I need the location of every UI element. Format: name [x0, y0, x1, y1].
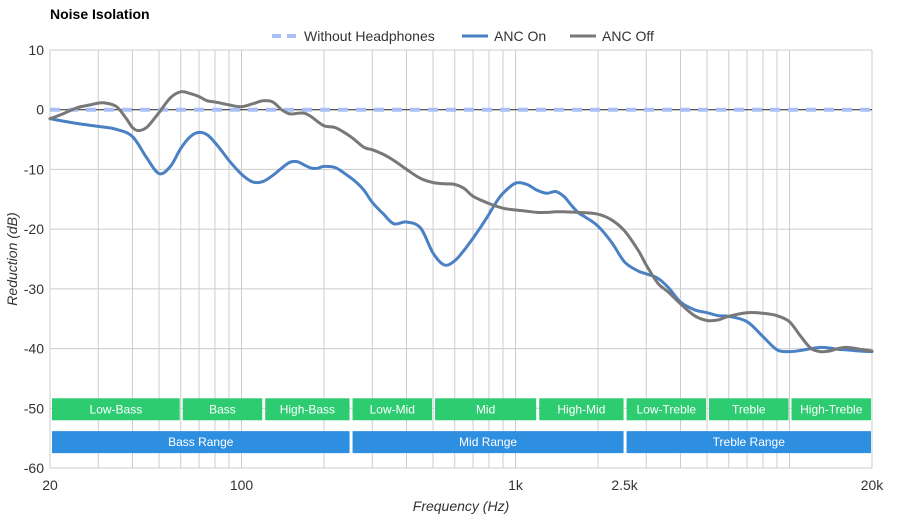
frequency-range-label: Bass Range: [168, 435, 234, 449]
y-tick-label: -30: [24, 281, 44, 297]
y-tick-label: -50: [24, 400, 44, 416]
frequency-band-block: [435, 398, 537, 421]
series-lines: [48, 90, 874, 354]
frequency-band-block: [539, 398, 624, 421]
frequency-band-label: High-Treble: [800, 402, 863, 416]
legend-label-anc-off: ANC Off: [602, 28, 654, 44]
x-tick-label: 100: [230, 477, 254, 493]
frequency-range-block: [352, 431, 624, 454]
chart-title: Noise Isolation: [50, 6, 150, 22]
legend: Without Headphones ANC On ANC Off: [272, 28, 654, 44]
frequency-band-block: [709, 398, 789, 421]
frequency-band-block: [626, 398, 707, 421]
frequency-band-label: Low-Treble: [637, 402, 697, 416]
frequency-band-block: [352, 398, 433, 421]
frequency-range-label: Treble Range: [713, 435, 786, 449]
y-tick-label: -20: [24, 221, 44, 237]
x-axis-ticks: 20 100 1k 2.5k 20k: [42, 477, 884, 493]
x-axis-label: Frequency (Hz): [413, 498, 509, 514]
frequency-band-block: [182, 398, 263, 421]
y-tick-label: -40: [24, 341, 44, 357]
y-axis-ticks: 10 0 -10 -20 -30 -40 -50 -60: [24, 42, 44, 476]
frequency-range-block: [52, 431, 350, 454]
frequency-band-label: High-Mid: [557, 402, 605, 416]
frequency-band-block: [791, 398, 871, 421]
frequency-range-block: [626, 431, 871, 454]
frequency-band-label: Low-Bass: [90, 402, 143, 416]
frequency-range-label: Mid Range: [459, 435, 517, 449]
series-line-anc-on: [48, 117, 874, 354]
x-tick-label: 1k: [508, 477, 524, 493]
frequency-band-label: Treble: [732, 402, 766, 416]
frequency-band-block: [265, 398, 350, 421]
frequency-band-label: Low-Mid: [370, 402, 415, 416]
x-tick-label: 2.5k: [611, 477, 638, 493]
x-tick-label: 20k: [861, 477, 885, 493]
frequency-band-block: [52, 398, 180, 421]
frequency-bands: Low-Bass Bass High-Bass Low-Mid Mid High-Mid L…: [52, 398, 871, 454]
frequency-band-label: High-Bass: [280, 402, 335, 416]
x-tick-label: 20: [42, 477, 58, 493]
y-tick-label: -60: [24, 460, 44, 476]
frequency-band-label: Bass: [209, 402, 236, 416]
frequency-band-label: Mid: [476, 402, 495, 416]
y-tick-label: 0: [36, 102, 44, 118]
series-line-anc-off: [48, 90, 874, 354]
legend-label-without-headphones: Without Headphones: [304, 28, 435, 44]
y-axis-label: Reduction (dB): [4, 212, 20, 305]
y-tick-label: -10: [24, 161, 44, 177]
legend-label-anc-on: ANC On: [494, 28, 546, 44]
y-tick-label: 10: [28, 42, 44, 58]
